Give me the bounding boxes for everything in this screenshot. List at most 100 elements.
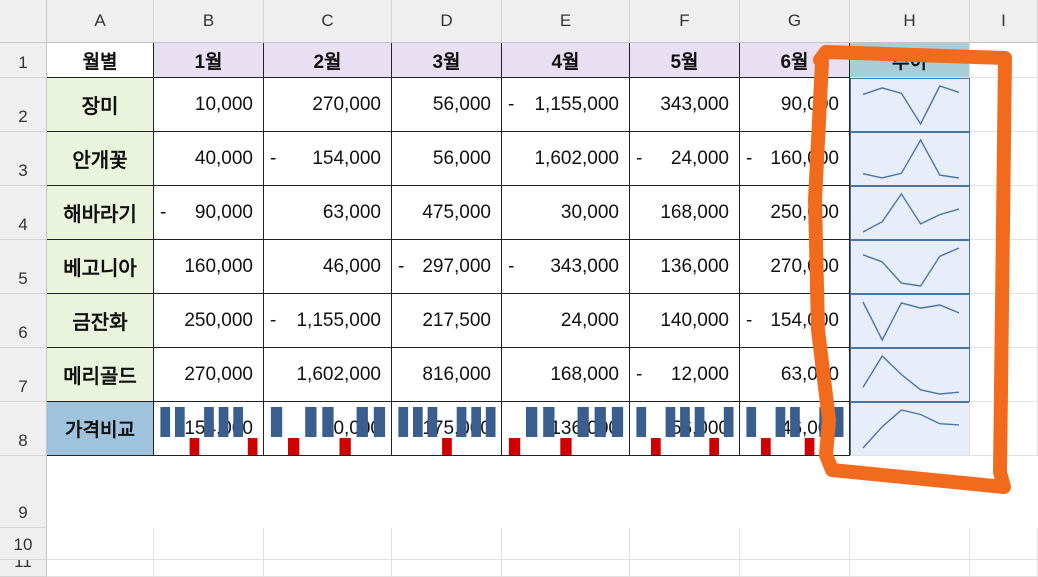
column-header-g[interactable]: G xyxy=(740,0,850,43)
cell-i9[interactable] xyxy=(970,402,1038,456)
sparkline-cell[interactable] xyxy=(850,78,970,132)
value-cell[interactable]: 160,000 xyxy=(154,240,264,294)
row-header-9[interactable]: 9 xyxy=(0,456,47,528)
value-cell[interactable]: -1,155,000 xyxy=(264,294,392,348)
sparkline-cell[interactable] xyxy=(850,132,970,186)
row-header-8[interactable]: 8 xyxy=(0,402,47,456)
value-cell[interactable]: -1,155,000 xyxy=(502,78,630,132)
empty-cell[interactable] xyxy=(154,560,264,577)
column-header-i[interactable]: I xyxy=(970,0,1038,43)
cell-i6[interactable] xyxy=(970,294,1038,348)
header-cell-month-6[interactable]: 6월 xyxy=(740,43,850,78)
value-cell[interactable]: 475,000 xyxy=(392,186,502,240)
value-cell[interactable]: 270,000 xyxy=(154,348,264,402)
winloss-cell[interactable] xyxy=(630,402,740,456)
row-header-1[interactable]: 1 xyxy=(0,43,47,78)
value-cell[interactable]: 56,000 xyxy=(392,78,502,132)
row-name-cell[interactable]: 안개꽃 xyxy=(47,132,154,186)
empty-cell[interactable] xyxy=(850,560,970,577)
column-header-a[interactable]: A xyxy=(47,0,154,43)
row-header-2[interactable]: 2 xyxy=(0,78,47,132)
winloss-cell[interactable] xyxy=(740,402,850,456)
empty-cell[interactable] xyxy=(970,528,1038,560)
value-cell[interactable]: 90,000 xyxy=(740,78,850,132)
row-name-cell[interactable]: 베고니아 xyxy=(47,240,154,294)
cell-i7[interactable] xyxy=(970,348,1038,402)
value-cell[interactable]: 10,000 xyxy=(154,78,264,132)
winloss-cell[interactable] xyxy=(502,402,630,456)
sparkline-cell[interactable] xyxy=(850,240,970,294)
empty-cell[interactable] xyxy=(392,528,502,560)
empty-cell[interactable] xyxy=(264,528,392,560)
header-cell-month-2[interactable]: 2월 xyxy=(264,43,392,78)
row-header-4[interactable]: 4 xyxy=(0,186,47,240)
empty-cell[interactable] xyxy=(630,560,740,577)
empty-cell[interactable] xyxy=(502,560,630,577)
cell-i2[interactable] xyxy=(970,78,1038,132)
row-header-10[interactable]: 10 xyxy=(0,528,47,560)
column-header-f[interactable]: F xyxy=(630,0,740,43)
row-name-cell[interactable]: 장미 xyxy=(47,78,154,132)
value-cell[interactable]: -160,000 xyxy=(740,132,850,186)
winloss-cell[interactable] xyxy=(264,402,392,456)
row-name-cell[interactable]: 금잔화 xyxy=(47,294,154,348)
column-header-c[interactable]: C xyxy=(264,0,392,43)
empty-cell[interactable] xyxy=(264,560,392,577)
value-cell[interactable]: - 90,000 xyxy=(154,186,264,240)
value-cell[interactable]: -297,000 xyxy=(392,240,502,294)
value-cell[interactable]: 40,000 xyxy=(154,132,264,186)
value-cell[interactable]: 56,000 xyxy=(392,132,502,186)
value-cell[interactable]: 46,000 xyxy=(264,240,392,294)
value-cell[interactable]: 63,000 xyxy=(264,186,392,240)
column-header-d[interactable]: D xyxy=(392,0,502,43)
sparkline-cell[interactable] xyxy=(850,348,970,402)
value-cell[interactable]: 217,500 xyxy=(392,294,502,348)
sparkline-cell[interactable] xyxy=(850,186,970,240)
value-cell[interactable]: 140,000 xyxy=(630,294,740,348)
header-cell-month-1[interactable]: 1월 xyxy=(154,43,264,78)
empty-cell[interactable] xyxy=(970,560,1038,577)
value-cell[interactable]: - 154,000 xyxy=(264,132,392,186)
empty-cell[interactable] xyxy=(392,560,502,577)
value-cell[interactable]: 30,000 xyxy=(502,186,630,240)
row-header-7[interactable]: 7 xyxy=(0,348,47,402)
column-header-b[interactable]: B xyxy=(154,0,264,43)
empty-cell[interactable] xyxy=(47,528,154,560)
header-cell-month-3[interactable]: 3월 xyxy=(392,43,502,78)
row-header-5[interactable]: 5 xyxy=(0,240,47,294)
empty-cell[interactable] xyxy=(630,528,740,560)
value-cell[interactable]: 168,000 xyxy=(630,186,740,240)
value-cell[interactable]: 343,000 xyxy=(630,78,740,132)
compare-label-cell[interactable]: 가격비교 xyxy=(47,402,154,456)
empty-cell[interactable] xyxy=(154,528,264,560)
value-cell[interactable]: 1,602,000 xyxy=(502,132,630,186)
value-cell[interactable]: - 12,000 xyxy=(630,348,740,402)
value-cell[interactable]: 250,000 xyxy=(154,294,264,348)
cell-h9[interactable] xyxy=(850,402,970,456)
value-cell[interactable]: 136,000 xyxy=(630,240,740,294)
empty-cell[interactable] xyxy=(47,560,154,577)
empty-cell[interactable] xyxy=(850,528,970,560)
cell-i3[interactable] xyxy=(970,132,1038,186)
column-header-e[interactable]: E xyxy=(502,0,630,43)
header-cell-trend[interactable]: 추이 xyxy=(850,43,970,78)
row-header-6[interactable]: 6 xyxy=(0,294,47,348)
column-header-h[interactable]: H xyxy=(850,0,970,43)
row-name-cell[interactable]: 해바라기 xyxy=(47,186,154,240)
winloss-cell[interactable] xyxy=(154,402,264,456)
value-cell[interactable]: 1,602,000 xyxy=(264,348,392,402)
value-cell[interactable]: 270,000 xyxy=(740,240,850,294)
cell-i1[interactable] xyxy=(970,43,1038,78)
row-name-cell[interactable]: 메리골드 xyxy=(47,348,154,402)
row-header-11[interactable]: 11 xyxy=(0,560,47,577)
value-cell[interactable]: 63,000 xyxy=(740,348,850,402)
select-all-corner[interactable] xyxy=(0,0,47,43)
sparkline-cell[interactable] xyxy=(850,294,970,348)
winloss-cell[interactable] xyxy=(392,402,502,456)
cell-i5[interactable] xyxy=(970,240,1038,294)
row-header-3[interactable]: 3 xyxy=(0,132,47,186)
header-cell-label[interactable]: 월별 xyxy=(47,43,154,78)
value-cell[interactable]: 270,000 xyxy=(264,78,392,132)
empty-cell[interactable] xyxy=(740,528,850,560)
cell-i4[interactable] xyxy=(970,186,1038,240)
